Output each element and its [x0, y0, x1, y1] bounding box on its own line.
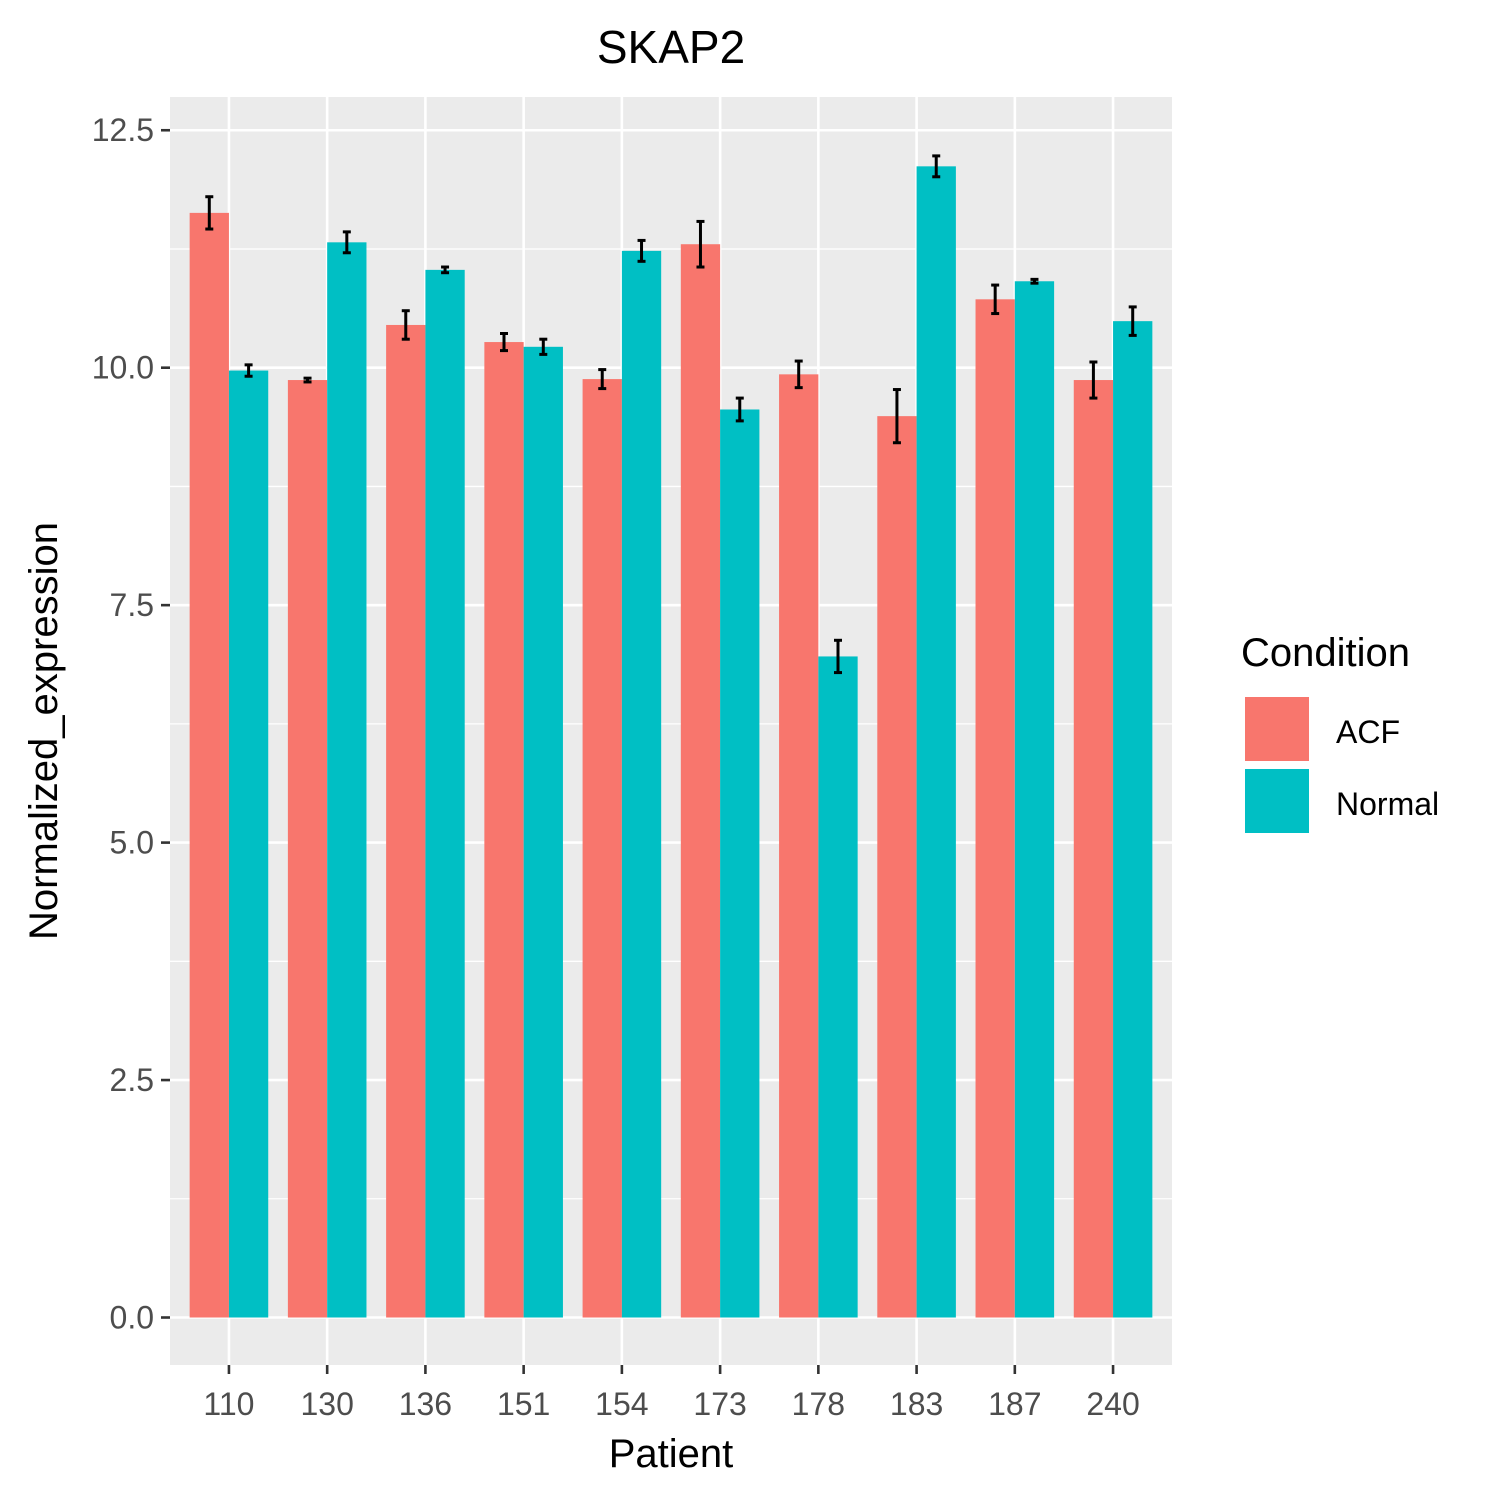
bar-acf-151 — [484, 342, 524, 1318]
bar-acf-110 — [189, 212, 229, 1318]
bar-acf-154 — [582, 379, 622, 1318]
legend-label-acf: ACF — [1336, 714, 1400, 750]
x-tick-label: 151 — [497, 1386, 550, 1422]
legend-label-normal: Normal — [1336, 786, 1439, 822]
y-tick-label: 0.0 — [110, 1300, 154, 1336]
y-tick-label: 12.5 — [92, 112, 154, 148]
x-tick-label: 183 — [890, 1386, 943, 1422]
y-tick-label: 7.5 — [110, 587, 154, 623]
legend-title: Condition — [1241, 631, 1410, 675]
x-tick-label: 130 — [300, 1386, 353, 1422]
x-axis-title: Patient — [609, 1432, 734, 1476]
x-tick-label: 178 — [792, 1386, 845, 1422]
y-tick-label: 5.0 — [110, 825, 154, 861]
chart-title: SKAP2 — [597, 21, 745, 73]
bar-acf-136 — [386, 324, 426, 1318]
bar-normal-187 — [1014, 281, 1055, 1318]
bar-acf-178 — [779, 374, 819, 1318]
x-tick-label: 136 — [399, 1386, 452, 1422]
bar-normal-110 — [228, 370, 269, 1318]
bar-normal-240 — [1113, 321, 1153, 1318]
bar-acf-240 — [1073, 380, 1114, 1318]
bar-normal-178 — [818, 656, 858, 1318]
y-axis-title: Normalized_expression — [22, 522, 66, 940]
bar-acf-187 — [975, 299, 1015, 1318]
bar-acf-173 — [680, 244, 721, 1318]
bar-normal-183 — [916, 166, 956, 1318]
x-tick-label: 187 — [988, 1386, 1041, 1422]
legend-key-normal — [1243, 767, 1311, 835]
y-tick-label: 2.5 — [110, 1062, 154, 1098]
bars-group — [189, 166, 1153, 1318]
bar-normal-136 — [425, 269, 465, 1318]
bar-normal-154 — [621, 250, 662, 1318]
y-axis: 0.0 2.5 5.0 7.5 10.0 12.5 — [92, 112, 170, 1336]
error-bars-group — [205, 154, 1137, 675]
x-tick-label: 173 — [693, 1386, 746, 1422]
legend: Condition ACF Normal — [1241, 631, 1439, 835]
bar-normal-173 — [720, 409, 760, 1318]
x-tick-label: 154 — [595, 1386, 648, 1422]
bar-acf-130 — [287, 380, 328, 1318]
x-tick-label: 110 — [203, 1386, 254, 1422]
x-axis: 110 130 136 151 154 173 178 183 187 240 — [203, 1365, 1140, 1422]
bar-normal-151 — [523, 346, 563, 1318]
bar-normal-130 — [327, 242, 367, 1318]
x-tick-label: 240 — [1086, 1386, 1139, 1422]
y-tick-label: 10.0 — [92, 350, 154, 386]
bar-acf-183 — [877, 416, 917, 1318]
legend-key-acf — [1243, 695, 1311, 763]
